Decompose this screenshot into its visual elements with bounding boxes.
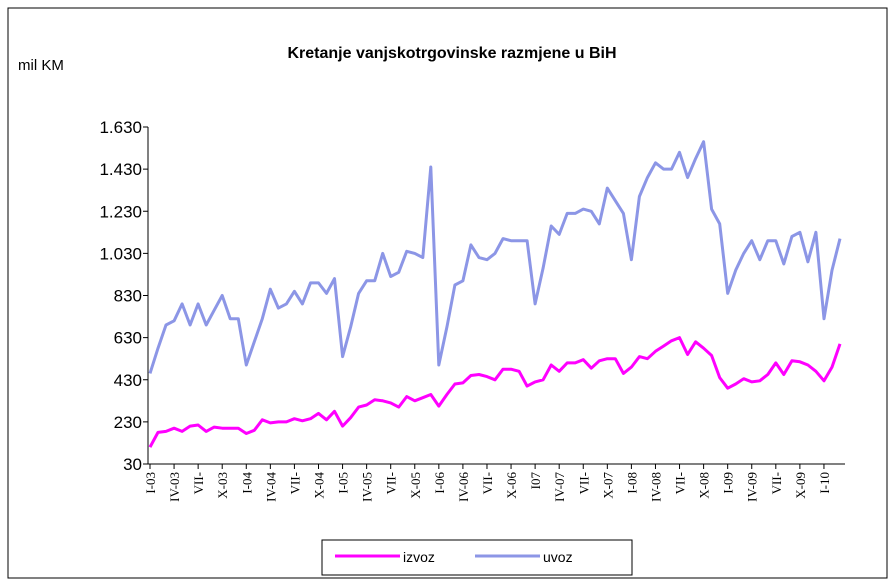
- x-tick-label: VII-: [287, 472, 302, 494]
- x-tick-label: IV-06: [456, 472, 471, 502]
- y-tick-label: 1.030: [99, 244, 142, 263]
- y-tick-label: 430: [114, 371, 142, 390]
- x-tick-label: I-08: [624, 472, 639, 494]
- x-tick-label: VII-: [480, 472, 495, 494]
- x-tick-label: I-06: [432, 472, 447, 494]
- x-tick-label: X-03: [215, 472, 230, 499]
- legend-label: izvoz: [403, 549, 435, 565]
- x-tick-label: IV-07: [552, 472, 567, 502]
- y-axis-label: mil KM: [18, 57, 64, 74]
- line-series: [148, 140, 842, 374]
- legend-label: uvoz: [543, 549, 573, 565]
- x-tick-label: X-09: [793, 472, 808, 499]
- x-tick-label: I-09: [721, 472, 736, 494]
- line-series: [148, 336, 842, 448]
- x-tick-label: VII-: [576, 472, 591, 494]
- x-tick-label: VII-: [191, 472, 206, 494]
- chart-frame: [7, 7, 888, 579]
- chart-title: Kretanje vanjskotrgovinske razmjene u Bi…: [288, 45, 617, 62]
- x-tick-label: VII-: [769, 472, 784, 494]
- x-tick-label: I07: [528, 472, 543, 490]
- x-tick-label: X-04: [311, 472, 326, 499]
- x-tick-label: IV-04: [263, 472, 278, 502]
- x-tick-label: VII-: [384, 472, 399, 494]
- y-tick-label: 830: [114, 287, 142, 306]
- x-tick-label: IV-03: [167, 472, 182, 502]
- y-tick-label: 230: [114, 413, 142, 432]
- x-tick-label: IV-09: [745, 472, 760, 502]
- x-tick-label: X-08: [697, 472, 712, 499]
- x-tick-label: X-05: [408, 472, 423, 499]
- x-tick-label: IV-05: [360, 472, 375, 502]
- x-tick-label: I-04: [239, 472, 254, 494]
- y-tick-label: 1.430: [99, 160, 142, 179]
- x-tick-label: I-10: [817, 472, 832, 494]
- y-tick-label: 630: [114, 329, 142, 348]
- x-tick-label: I-05: [336, 472, 351, 494]
- y-tick-label: 1.630: [99, 118, 142, 137]
- y-tick-label: 30: [123, 455, 142, 474]
- x-tick-label: X-07: [600, 472, 615, 499]
- x-tick-label: IV-08: [648, 472, 663, 502]
- y-tick-label: 1.230: [99, 202, 142, 221]
- x-tick-label: VII-: [673, 472, 688, 494]
- x-tick-label: I-03: [143, 472, 158, 494]
- x-tick-label: X-06: [504, 472, 519, 499]
